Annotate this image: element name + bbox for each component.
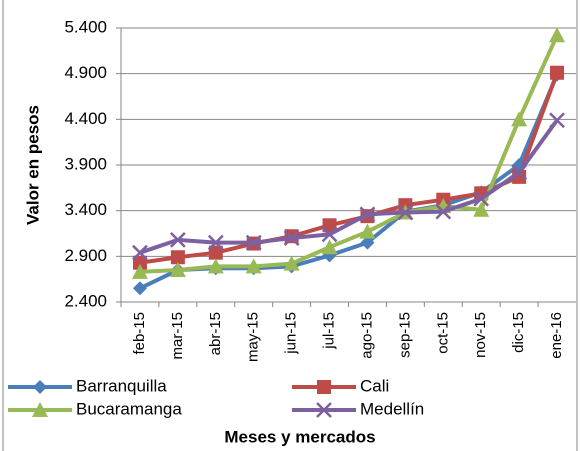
x-tick-label: sep-15 (396, 312, 413, 358)
x-tick-label: mar-15 (169, 312, 186, 360)
marker (170, 250, 185, 265)
marker (359, 223, 376, 239)
y-tick-label: 5.400 (64, 17, 107, 36)
marker (550, 65, 565, 80)
marker (169, 262, 186, 278)
y-tick-label: 2.400 (64, 291, 107, 310)
marker (132, 281, 147, 296)
x-tick-label: jun-15 (283, 312, 300, 355)
marker (549, 112, 565, 129)
marker (511, 111, 528, 127)
legend-marker (317, 380, 331, 394)
marker (245, 258, 262, 274)
y-tick-label: 2.900 (64, 246, 107, 265)
x-tick-label: ago-15 (358, 312, 375, 359)
marker (132, 244, 148, 261)
y-tick-label: 4.400 (64, 109, 107, 128)
series-line (139, 119, 559, 255)
marker (283, 255, 300, 271)
marker (132, 255, 147, 270)
y-tick-label: 3.400 (64, 200, 107, 219)
marker (321, 226, 338, 243)
marker (435, 203, 452, 220)
x-tick-label: oct-15 (434, 312, 451, 354)
marker (208, 245, 223, 260)
x-tick-label: ene-16 (548, 312, 565, 359)
marker (549, 27, 566, 43)
marker (283, 230, 300, 246)
marker (207, 234, 224, 251)
x-axis-title: Meses y mercados (224, 427, 375, 446)
legend-label: Barranquilla (76, 376, 167, 395)
marker (131, 263, 148, 279)
marker (360, 235, 375, 250)
x-tick-label: nov-15 (472, 312, 489, 358)
marker (245, 234, 262, 251)
marker (321, 239, 338, 255)
marker (473, 201, 490, 217)
legend-label: Cali (360, 376, 389, 395)
x-tick-label: jul-15 (321, 312, 338, 350)
y-axis-title: Valor en pesos (23, 105, 42, 225)
x-tick-label: feb-15 (131, 312, 148, 355)
legend-marker (32, 402, 48, 417)
marker (169, 232, 186, 248)
marker (511, 164, 528, 181)
x-tick-label: may-15 (245, 312, 262, 362)
marker (322, 218, 337, 233)
marker (397, 204, 414, 221)
legend-label: Medellín (360, 399, 424, 418)
legend-marker (316, 402, 332, 418)
marker (359, 206, 376, 223)
legend-marker (33, 380, 47, 394)
marker (473, 190, 490, 207)
y-tick-label: 4.900 (64, 63, 107, 82)
legend-label: Bucaramanga (76, 399, 182, 418)
x-tick-label: abr-15 (207, 312, 224, 355)
x-tick-label: dic-15 (510, 312, 527, 353)
y-tick-label: 3.900 (64, 154, 107, 173)
marker (207, 258, 224, 274)
